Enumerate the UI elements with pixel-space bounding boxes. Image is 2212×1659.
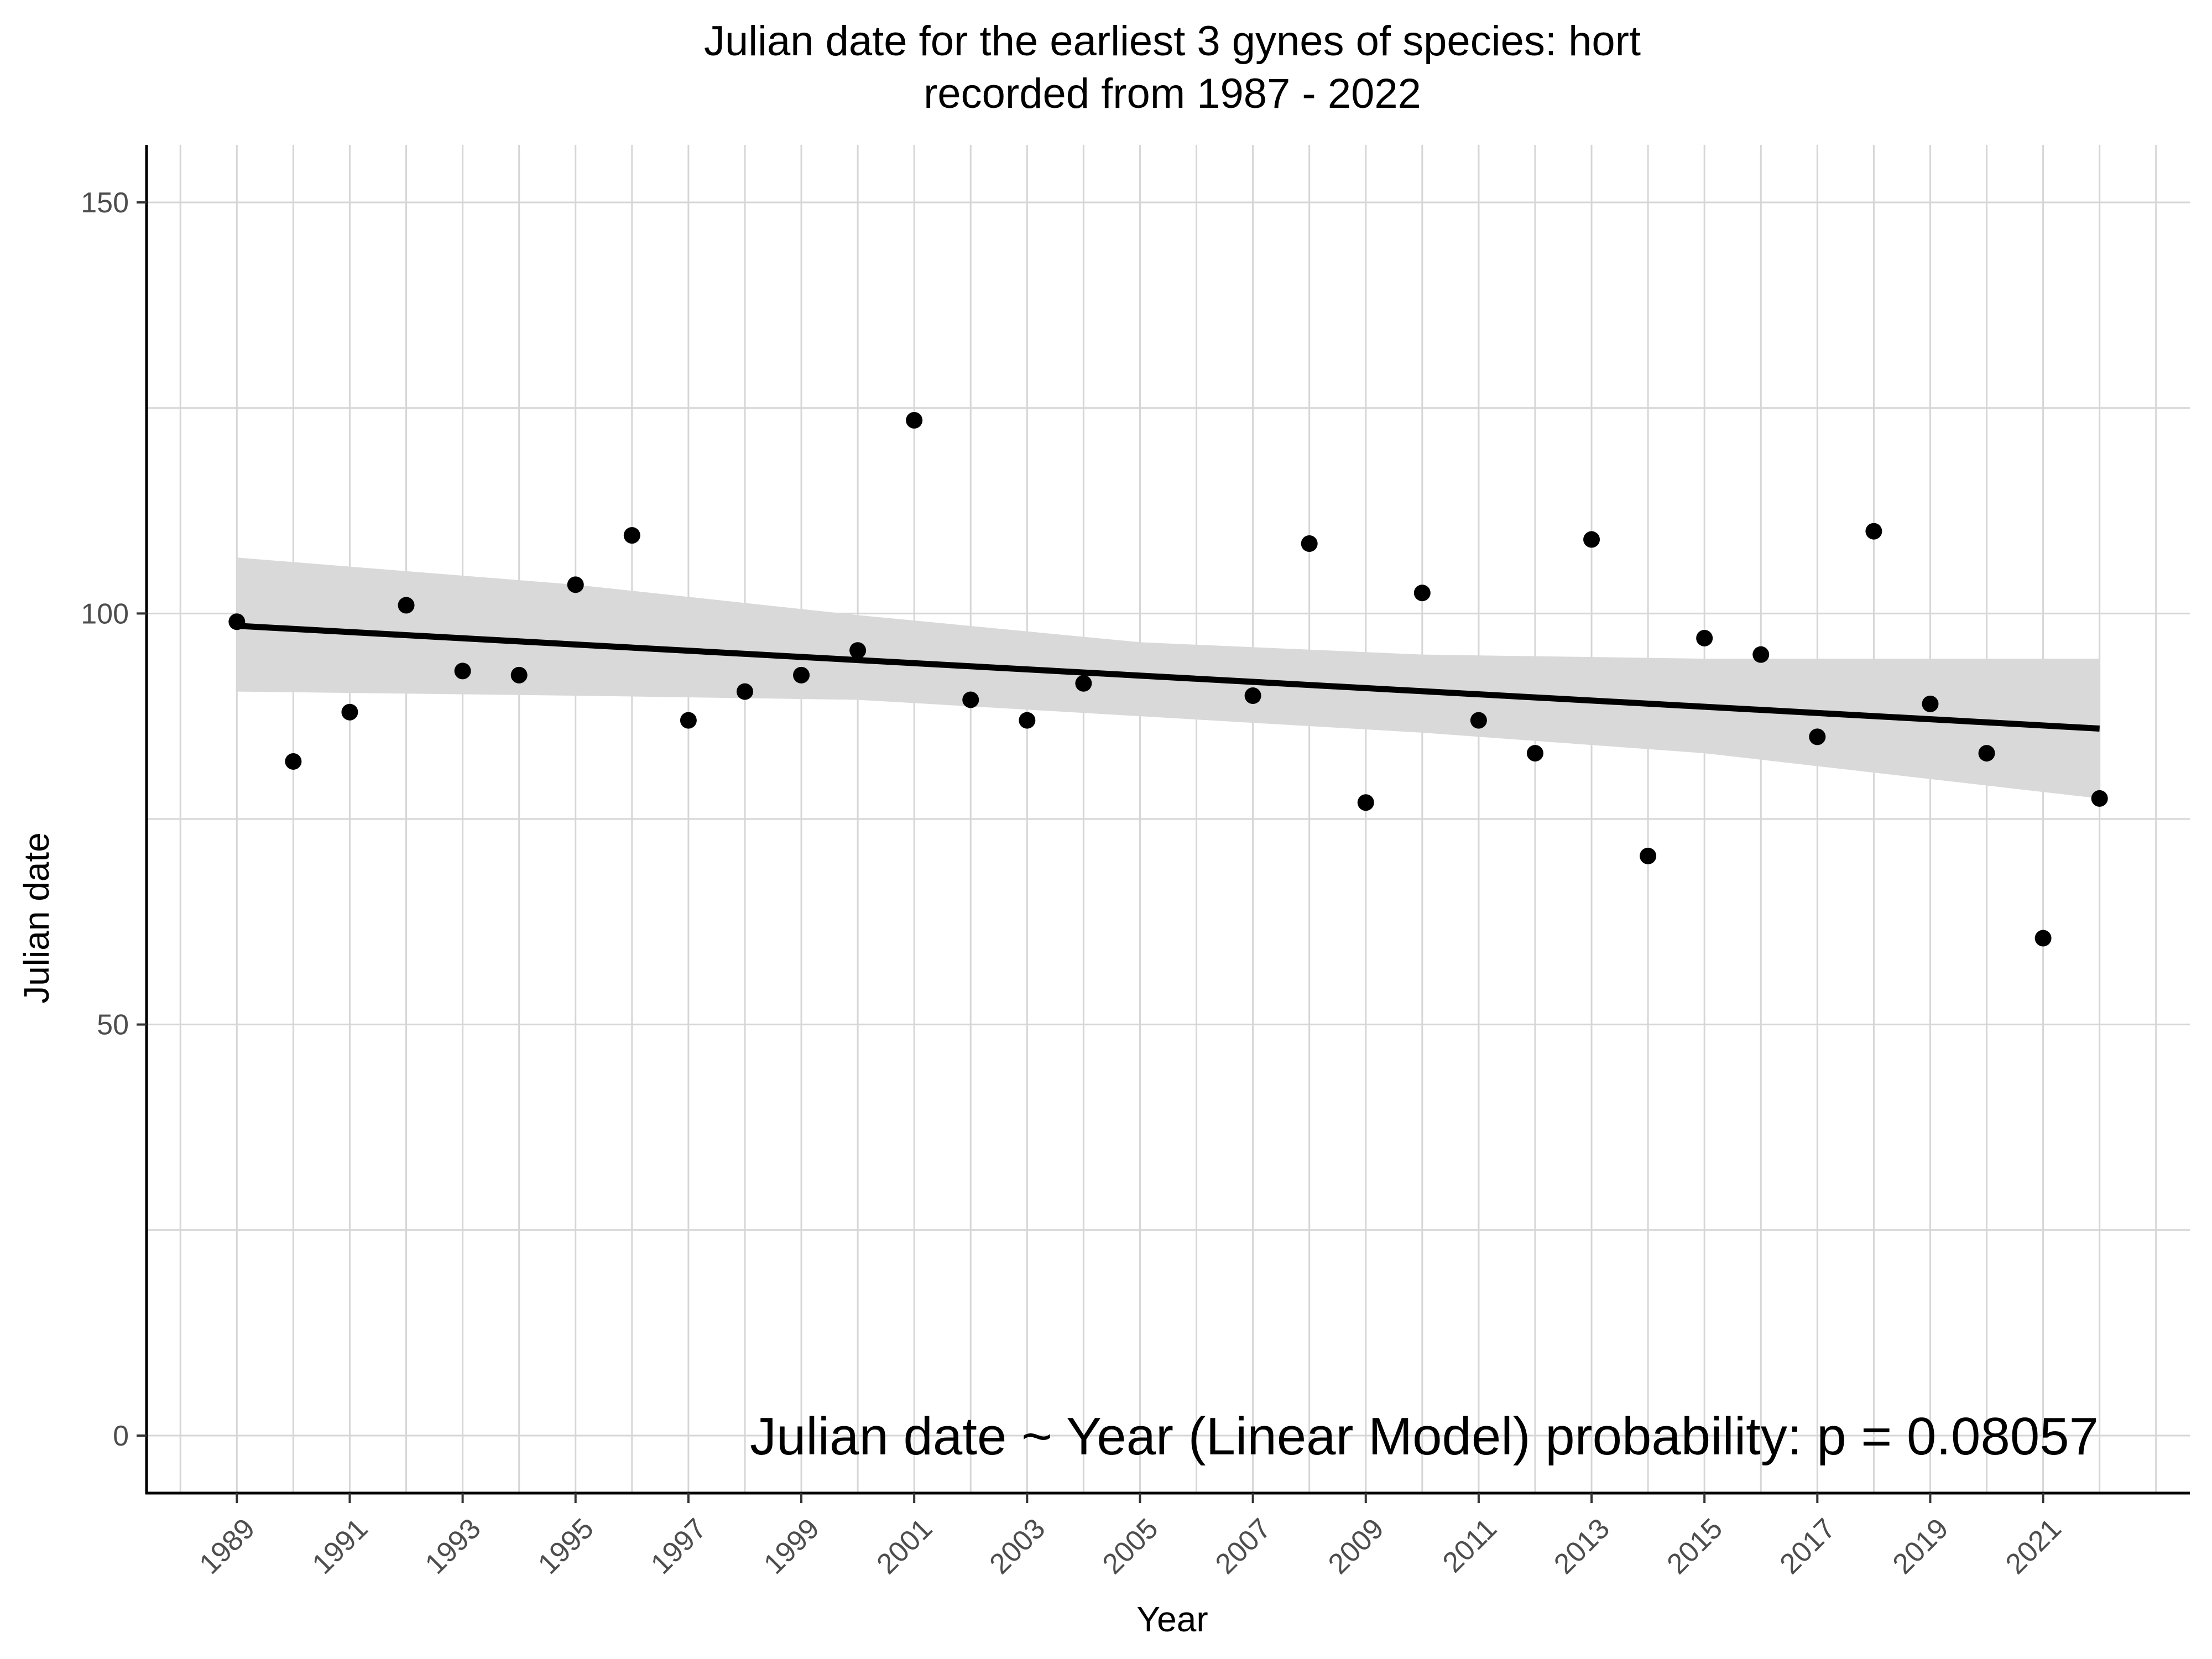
data-point — [2034, 930, 2052, 947]
y-tick-label: 0 — [113, 1420, 129, 1452]
data-point — [567, 576, 584, 593]
y-tick-label: 100 — [81, 598, 129, 630]
gridlines — [147, 145, 2190, 1493]
data-point — [623, 527, 640, 544]
data-point — [680, 712, 697, 729]
x-tick-label: 2007 — [1209, 1512, 1277, 1580]
data-point — [1978, 745, 1995, 762]
x-tick-label: 2021 — [2000, 1512, 2068, 1580]
data-point — [1696, 629, 1713, 646]
x-tick-label: 1999 — [758, 1512, 826, 1580]
data-point — [1357, 794, 1374, 811]
x-tick-label: 2017 — [1774, 1512, 1842, 1580]
x-tick-label: 1991 — [306, 1512, 374, 1580]
data-point — [906, 412, 923, 429]
data-point — [1075, 675, 1092, 692]
data-point — [285, 753, 302, 770]
y-tick-label: 50 — [97, 1009, 129, 1041]
data-point — [1583, 531, 1600, 548]
x-tick-label: 2019 — [1887, 1512, 1955, 1580]
data-point — [793, 666, 810, 684]
x-tick-labels: 1989 1991 1993 1995 1997 1999 2001 2003 2005 2007… — [194, 1493, 2068, 1580]
data-point — [1865, 523, 1882, 540]
x-tick-label: 1989 — [194, 1512, 262, 1580]
chart-title-line2: recorded from 1987 - 2022 — [924, 70, 1421, 117]
x-tick-label: 1995 — [532, 1512, 600, 1580]
x-tick-label: 2005 — [1097, 1512, 1165, 1580]
data-point — [398, 597, 415, 614]
data-point — [1301, 535, 1318, 552]
x-tick-label: 2013 — [1548, 1512, 1616, 1580]
axes — [145, 145, 2190, 1495]
chart-title-line1: Julian date for the earliest 3 gynes of … — [704, 18, 1641, 65]
x-tick-label: 2011 — [1437, 1512, 1503, 1579]
x-tick-label: 2001 — [870, 1512, 938, 1580]
x-axis-label: Year — [1136, 1599, 1208, 1639]
data-point — [1470, 712, 1487, 729]
data-point — [341, 703, 358, 721]
y-tick-label: 150 — [81, 187, 129, 219]
data-point — [1809, 728, 1826, 745]
data-point — [1244, 687, 1261, 705]
data-point — [736, 683, 753, 700]
data-point — [962, 691, 979, 708]
data-point — [454, 662, 471, 680]
x-tick-label: 2009 — [1322, 1512, 1390, 1580]
fit-line — [237, 623, 2100, 732]
x-tick-label: 2015 — [1661, 1512, 1729, 1580]
data-point — [1922, 695, 1939, 712]
data-point — [1752, 646, 1770, 663]
regression-line — [237, 623, 2100, 732]
data-points — [228, 412, 2108, 947]
data-point — [1526, 745, 1543, 762]
x-tick-label: 2003 — [984, 1512, 1052, 1580]
x-tick-label: 1997 — [645, 1512, 713, 1580]
model-annotation: Julian date ~ Year (Linear Model) probab… — [750, 1407, 2099, 1466]
x-tick-label: 1993 — [419, 1512, 487, 1580]
data-point — [2091, 790, 2108, 807]
data-point — [510, 666, 528, 684]
y-axis-label: Julian date — [17, 832, 56, 1004]
y-tick-labels: 0 50 100 150 — [81, 187, 147, 1452]
data-point — [1413, 585, 1431, 602]
data-point — [1640, 847, 1657, 864]
data-point — [849, 642, 867, 659]
data-point — [228, 613, 246, 630]
data-point — [1019, 712, 1036, 729]
